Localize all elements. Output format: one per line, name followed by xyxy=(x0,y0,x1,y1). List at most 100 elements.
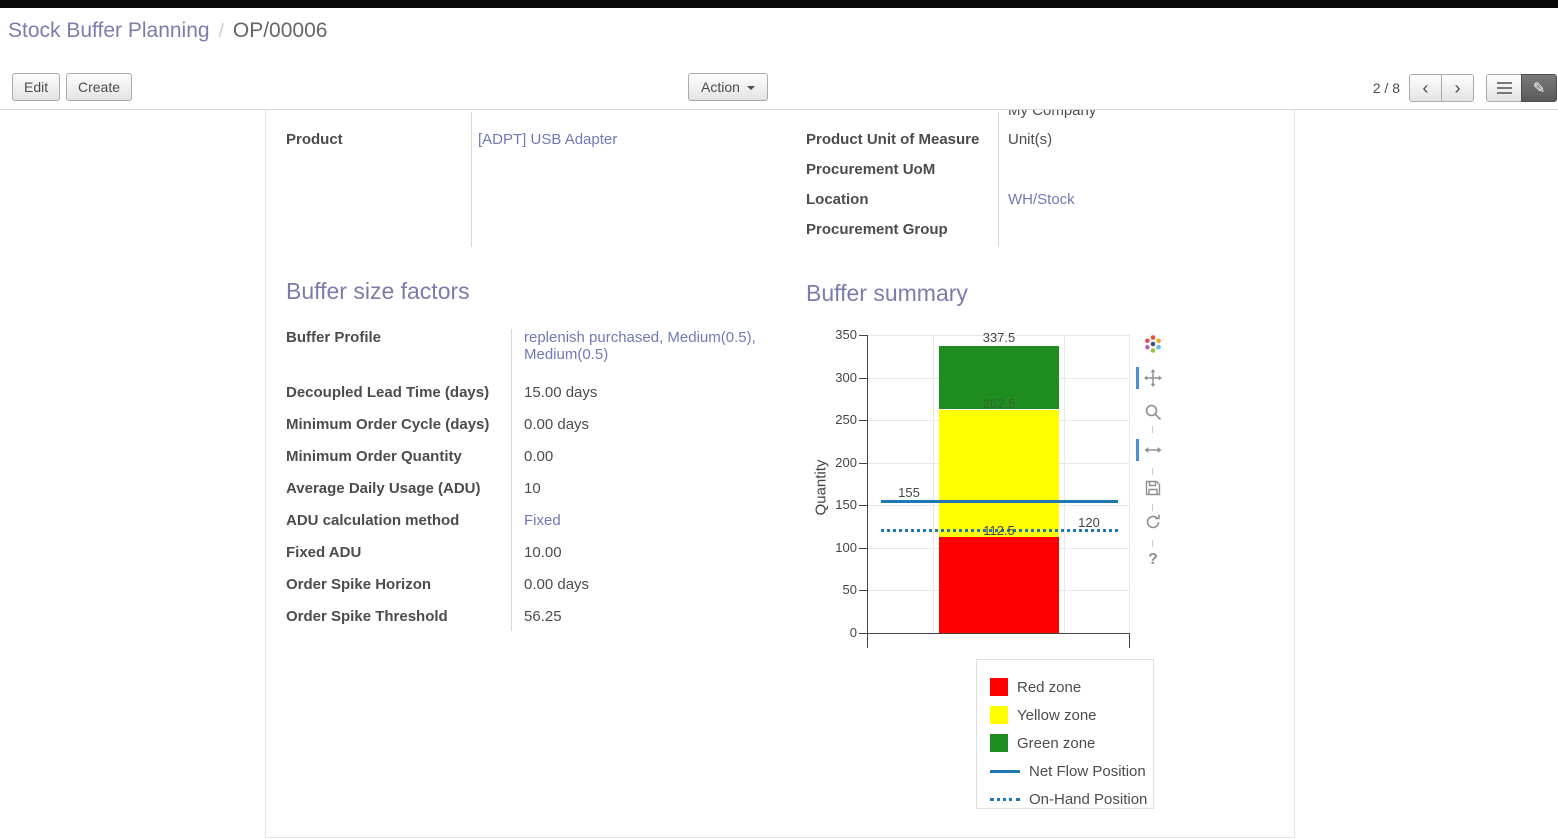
chart-plot-canvas: 0 50 100 150 200 250 300 350 337.5 262.5 155 112.5 1… xyxy=(806,322,1186,662)
y-tick-label: 100 xyxy=(835,539,857,555)
breadcrumb-section-link[interactable]: Stock Buffer Planning xyxy=(8,19,210,42)
field-row: Fixed ADU 10.00 xyxy=(286,544,786,576)
field-label: Buffer Profile xyxy=(286,329,382,346)
clipped-field-value: My Company xyxy=(1008,110,1097,119)
help-icon[interactable]: ? xyxy=(1141,548,1165,572)
legend-item[interactable]: Green zone xyxy=(977,729,1153,757)
legend-item[interactable]: Net Flow Position xyxy=(977,757,1153,785)
y-tick-mark xyxy=(859,633,867,634)
field-suffix: days xyxy=(561,384,598,401)
y-tick-mark xyxy=(859,590,867,592)
caret-down-icon xyxy=(746,86,755,91)
legend-label: Yellow zone xyxy=(1017,706,1097,724)
field-value-link[interactable]: WH/Stock xyxy=(1008,191,1075,208)
pan-icon[interactable] xyxy=(1136,366,1165,390)
buffer-chart: Quantity 0 50 100 150 200 250 300 350 337.5 262.5… xyxy=(806,322,1186,662)
action-dropdown-button[interactable]: Action xyxy=(688,73,768,101)
field-value-link[interactable]: replenish purchased, Medium(0.5), Medium… xyxy=(524,329,756,363)
chart-annotation: 120 xyxy=(1078,514,1100,530)
view-switcher: ✎ xyxy=(1486,74,1557,102)
field-row: Buffer Profile replenish purchased, Mediu… xyxy=(286,329,786,384)
legend-item[interactable]: On-Hand Position xyxy=(977,785,1153,813)
breadcrumb-separator: / xyxy=(218,21,224,42)
chart-annotation: 337.5 xyxy=(982,329,1016,345)
field-value: 10 xyxy=(524,480,541,497)
field-label: ADU calculation method xyxy=(286,512,460,529)
legend-item[interactable]: Yellow zone xyxy=(977,701,1153,729)
list-view-button[interactable] xyxy=(1486,74,1522,102)
field-label: Procurement Group xyxy=(806,221,948,238)
next-page-button[interactable]: › xyxy=(1441,74,1474,102)
x-tick-mark xyxy=(867,633,868,648)
field-label: Order Spike Horizon xyxy=(286,576,432,593)
create-button[interactable]: Create xyxy=(66,73,133,101)
green-zone-bar xyxy=(939,345,1059,410)
y-tick-mark xyxy=(859,335,867,336)
previous-page-button[interactable]: ‹ xyxy=(1409,74,1442,102)
column-separator xyxy=(471,112,472,247)
y-tick-mark xyxy=(859,505,867,507)
field-label: Fixed ADU xyxy=(286,544,362,561)
field-row: ADU calculation method Fixed xyxy=(286,512,786,544)
legend-label: Red zone xyxy=(1017,678,1082,696)
field-value: 0.00 days xyxy=(524,576,590,593)
field-value-link[interactable]: [ADPT] USB Adapter xyxy=(478,131,618,148)
field-row: Procurement Group xyxy=(806,221,1286,251)
autoscale-icon[interactable] xyxy=(1136,438,1165,462)
modebar-separator xyxy=(1152,468,1153,475)
y-tick-label: 0 xyxy=(849,625,857,640)
y-tick-label: 250 xyxy=(835,412,857,428)
column-separator xyxy=(998,112,999,247)
field-row: Average Daily Usage (ADU) 10 xyxy=(286,480,786,512)
general-right-fields: Product Unit of Measure Unit(s) Procuremen… xyxy=(806,131,1286,251)
yellow-zone-bar xyxy=(939,409,1059,538)
zoom-icon[interactable] xyxy=(1141,400,1165,424)
gridline xyxy=(867,335,1129,336)
edit-button[interactable]: Edit xyxy=(12,73,61,101)
field-row: Location WH/Stock xyxy=(806,191,1286,221)
gridline xyxy=(932,335,934,633)
column-separator xyxy=(511,329,512,631)
form-view-button[interactable]: ✎ xyxy=(1521,74,1557,102)
action-dropdown: Action xyxy=(688,73,768,101)
field-label: Minimum Order Cycle (days) xyxy=(286,416,490,433)
chart-annotation: 262.5 xyxy=(982,395,1016,411)
field-row: Product [ADPT] USB Adapter xyxy=(286,131,766,161)
chart-annotation: 112.5 xyxy=(983,523,1015,539)
reset-axes-icon[interactable] xyxy=(1141,510,1165,534)
save-image-icon[interactable] xyxy=(1141,476,1165,500)
green-zone-swatch xyxy=(990,734,1008,752)
list-icon xyxy=(1496,82,1512,94)
field-value: 56.25 xyxy=(524,608,562,625)
legend-label: Net Flow Position xyxy=(1029,762,1146,780)
control-panel: Edit Create Action 2 / 8 ‹ › ✎ xyxy=(0,66,1558,110)
legend-item[interactable]: Red zone xyxy=(977,673,1153,701)
y-tick-label: 200 xyxy=(835,454,857,470)
on-hand-position-swatch xyxy=(990,797,1020,801)
field-value: 15.00 days xyxy=(524,384,598,401)
net-flow-position-swatch xyxy=(990,769,1020,773)
field-row: Minimum Order Quantity 0.00 xyxy=(286,448,786,480)
field-suffix: days xyxy=(553,576,590,593)
chart-modebar: ? xyxy=(1136,322,1166,582)
field-label: Location xyxy=(806,191,869,208)
pager: 2 / 8 xyxy=(1373,80,1400,96)
y-tick-mark xyxy=(859,420,867,422)
plotly-logo-icon[interactable] xyxy=(1141,332,1165,356)
chart-annotation: 155 xyxy=(898,485,920,501)
red-zone-swatch xyxy=(990,678,1008,696)
field-value-link[interactable]: Fixed xyxy=(524,512,561,529)
y-axis-line xyxy=(867,335,868,633)
field-value: Unit(s) xyxy=(1008,131,1053,148)
y-tick-label: 50 xyxy=(842,582,857,598)
chart-legend: Red zone Yellow zone Green zone Net Flow Po… xyxy=(976,659,1154,809)
legend-label: On-Hand Position xyxy=(1029,790,1148,808)
buffer-summary-title: Buffer summary xyxy=(806,280,968,306)
y-tick-mark xyxy=(859,547,867,549)
field-label: Minimum Order Quantity xyxy=(286,448,462,465)
help-glyph: ? xyxy=(1148,551,1158,568)
field-row: Procurement UoM xyxy=(806,161,1286,191)
red-zone-bar xyxy=(939,537,1059,633)
y-tick-label: 350 xyxy=(835,327,857,342)
buffer-factor-fields: Buffer Profile replenish purchased, Mediu… xyxy=(286,329,786,640)
